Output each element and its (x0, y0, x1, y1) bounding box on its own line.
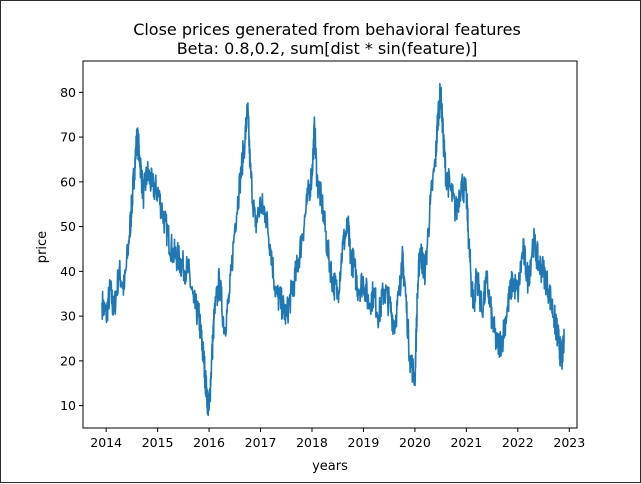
x-tick-label: 2019 (348, 435, 380, 450)
x-tick-label: 2015 (142, 435, 174, 450)
chart-subtitle: Beta: 0.8,0.2, sum[dist * sin(feature)] (177, 39, 478, 58)
x-tick-label: 2023 (553, 435, 585, 450)
x-tick-label: 2016 (193, 435, 225, 450)
y-tick-label: 10 (60, 398, 76, 413)
x-tick-label: 2018 (296, 435, 328, 450)
y-tick-label: 20 (60, 353, 76, 368)
x-tick-label: 2021 (450, 435, 482, 450)
y-axis-label: price (35, 231, 50, 263)
price-line (101, 82, 565, 417)
x-tick-label: 2022 (502, 435, 534, 450)
x-tick-label: 2014 (90, 435, 122, 450)
y-tick-label: 30 (60, 309, 76, 324)
x-axis: 2014 2015 2016 2017 2018 2019 2020 2021 2022 2023 (90, 428, 585, 450)
y-axis: 10 20 30 40 50 60 70 80 (60, 85, 83, 413)
x-tick-label: 2020 (399, 435, 431, 450)
plot-area (82, 60, 578, 429)
y-tick-label: 50 (60, 219, 76, 234)
y-tick-label: 40 (60, 264, 76, 279)
x-tick-label: 2017 (245, 435, 277, 450)
x-axis-label: years (312, 459, 348, 474)
chart-title: Close prices generated from behavioral f… (133, 20, 521, 39)
y-tick-label: 70 (60, 130, 76, 145)
y-tick-label: 60 (60, 174, 76, 189)
y-tick-label: 80 (60, 85, 76, 100)
